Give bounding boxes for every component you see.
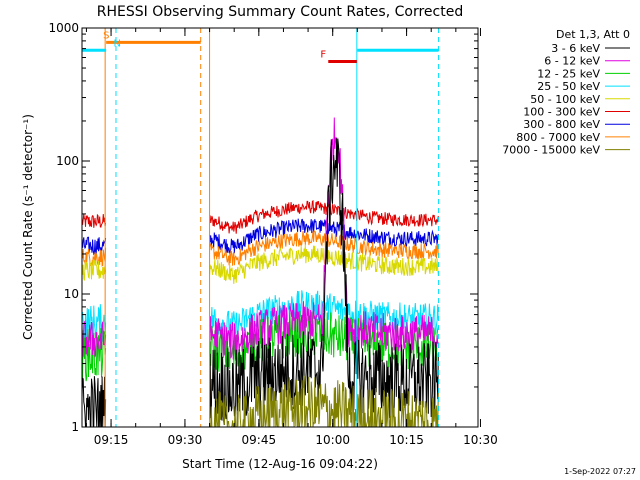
- series-100-300-kev-segment-0: [81, 213, 107, 228]
- annotation-label-s: S: [103, 30, 109, 41]
- chart-title: RHESSI Observing Summary Count Rates, Co…: [97, 4, 463, 20]
- y-tick-label-0: 1: [71, 420, 79, 434]
- series-12-25-kev-segment-0: [81, 328, 107, 382]
- annotation-label-n: N: [114, 38, 121, 49]
- timestamp: 1-Sep-2022 07:27: [564, 467, 636, 476]
- x-tick-label-5: 10:30: [463, 433, 498, 447]
- x-tick-label-0: 09:15: [94, 433, 129, 447]
- legend-label-6: 300 - 800 keV: [523, 118, 600, 131]
- x-tick-label-4: 10:15: [389, 433, 424, 447]
- legend-label-5: 100 - 300 keV: [523, 106, 600, 119]
- series-3-6-kev-segment-1: [209, 138, 439, 426]
- annotation-label-f: F: [320, 49, 326, 60]
- series-6-12-kev-segment-1: [209, 117, 439, 360]
- y-tick-label-3: 1000: [48, 21, 79, 35]
- series-800-7000-kev-segment-0: [81, 247, 107, 267]
- legend-label-7: 800 - 7000 keV: [516, 131, 600, 144]
- legend-header: Det 1,3, Att 0: [556, 28, 630, 41]
- series-6-12-kev-segment-0: [81, 320, 107, 358]
- x-tick-label-3: 10:00: [315, 433, 350, 447]
- annotation-layer: SN F: [81, 28, 440, 427]
- x-tick-label-1: 09:30: [168, 433, 203, 447]
- series-300-800-kev-segment-1: [209, 218, 439, 255]
- series-800-7000-kev-segment-1: [209, 229, 439, 266]
- legend-label-1: 6 - 12 keV: [544, 55, 600, 68]
- series-3-6-kev-segment-0: [81, 376, 107, 428]
- y-tick-label-2: 100: [56, 154, 79, 168]
- legend-label-2: 12 - 25 keV: [537, 67, 600, 80]
- legend-label-8: 7000 - 15000 keV: [502, 144, 600, 157]
- series-300-800-kev-segment-0: [81, 236, 107, 256]
- legend-label-3: 25 - 50 keV: [537, 80, 600, 93]
- axis-layer: 1 10 100 1000 09:15 09:30 09:45 10:00 10:15 10:30: [48, 21, 497, 447]
- x-tick-label-2: 09:45: [242, 433, 277, 447]
- y-tick-label-1: 10: [64, 287, 79, 301]
- series-layer: [81, 117, 439, 428]
- series-50-100-kev-segment-1: [209, 244, 439, 284]
- legend-label-0: 3 - 6 keV: [551, 42, 600, 55]
- legend-label-4: 50 - 100 keV: [530, 93, 600, 106]
- plot-frame: [81, 27, 479, 428]
- x-axis-label: Start Time (12-Aug-16 09:04:22): [182, 457, 378, 471]
- y-axis-label: Corrected Count Rate (s⁻¹ detector⁻¹): [21, 114, 35, 340]
- series-100-300-kev-segment-1: [209, 199, 439, 234]
- series-50-100-kev-segment-0: [81, 258, 107, 281]
